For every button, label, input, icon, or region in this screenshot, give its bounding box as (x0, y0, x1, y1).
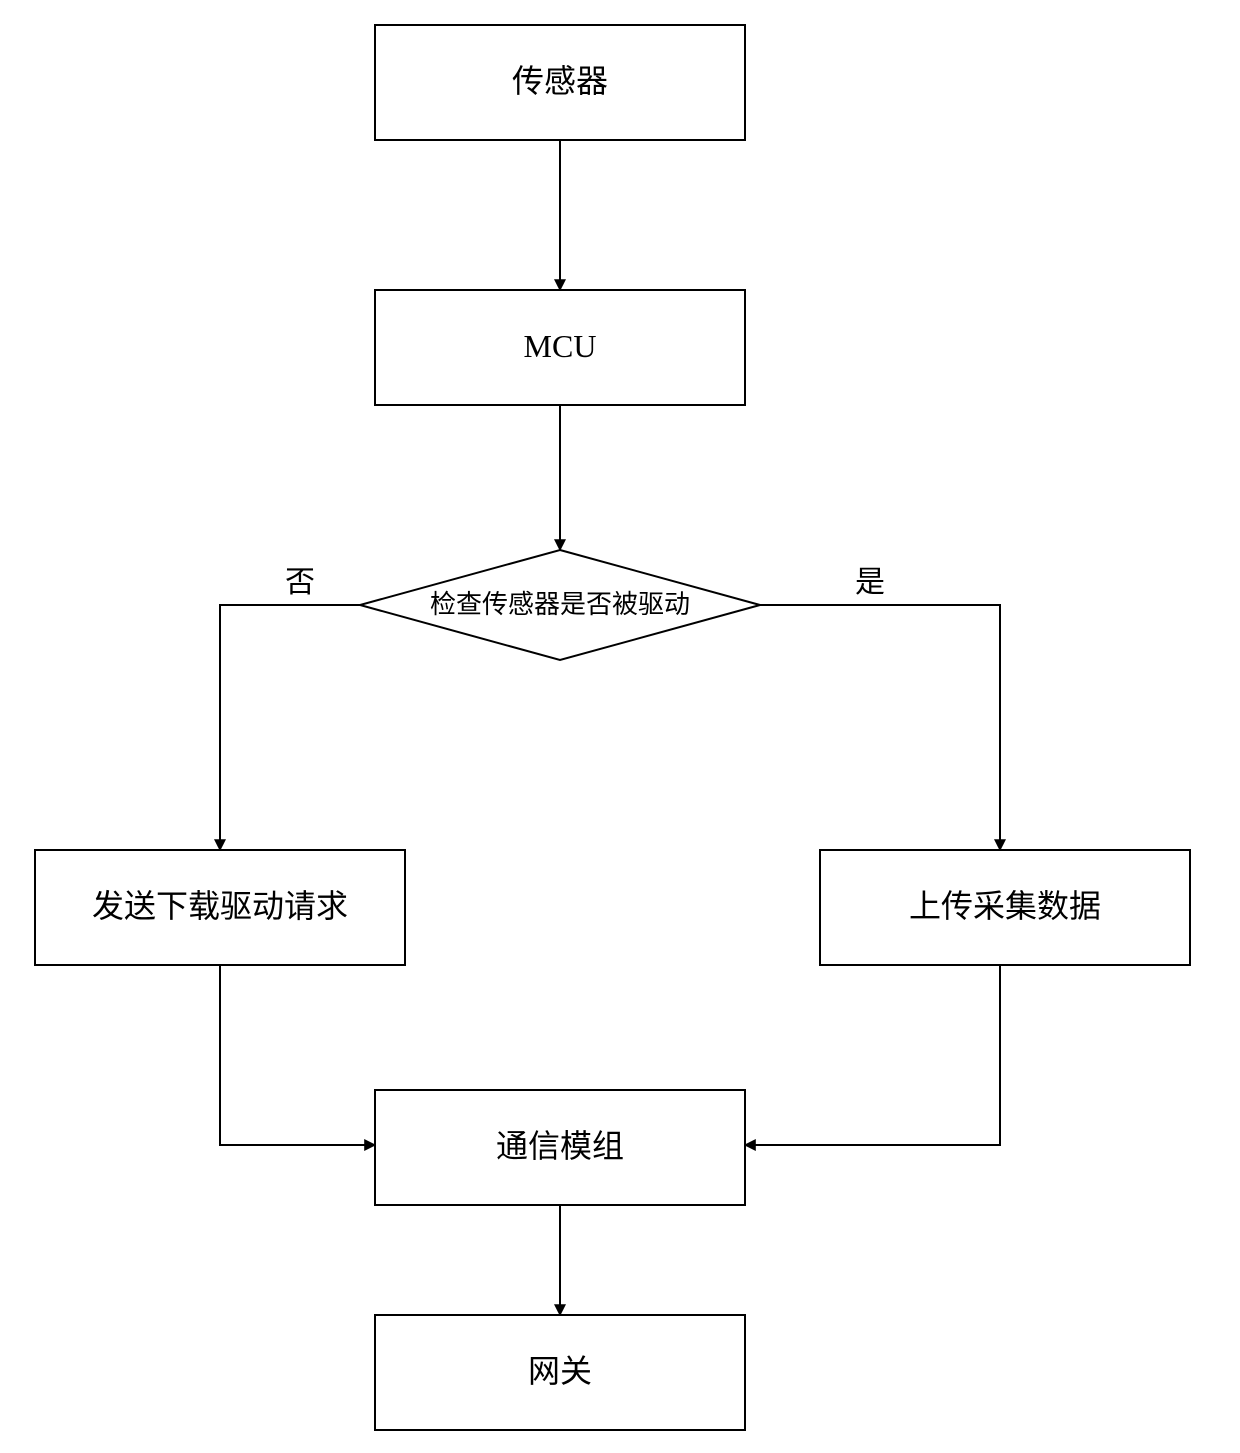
decision-label: 检查传感器是否被驱动 (430, 590, 690, 619)
gateway-label: 网关 (528, 1353, 592, 1389)
mcu-label: MCU (524, 328, 597, 364)
right-label: 上传采集数据 (909, 888, 1101, 924)
sensor-label: 传感器 (512, 63, 608, 99)
edge-label-decision-right: 是 (855, 566, 885, 599)
edge-decision-left (220, 605, 360, 850)
edge-left-comm (220, 965, 375, 1145)
edge-decision-right (760, 605, 1000, 850)
edge-right-comm (745, 965, 1000, 1145)
edge-label-decision-left: 否 (285, 566, 315, 599)
comm-label: 通信模组 (496, 1128, 624, 1164)
left-label: 发送下载驱动请求 (92, 888, 348, 924)
